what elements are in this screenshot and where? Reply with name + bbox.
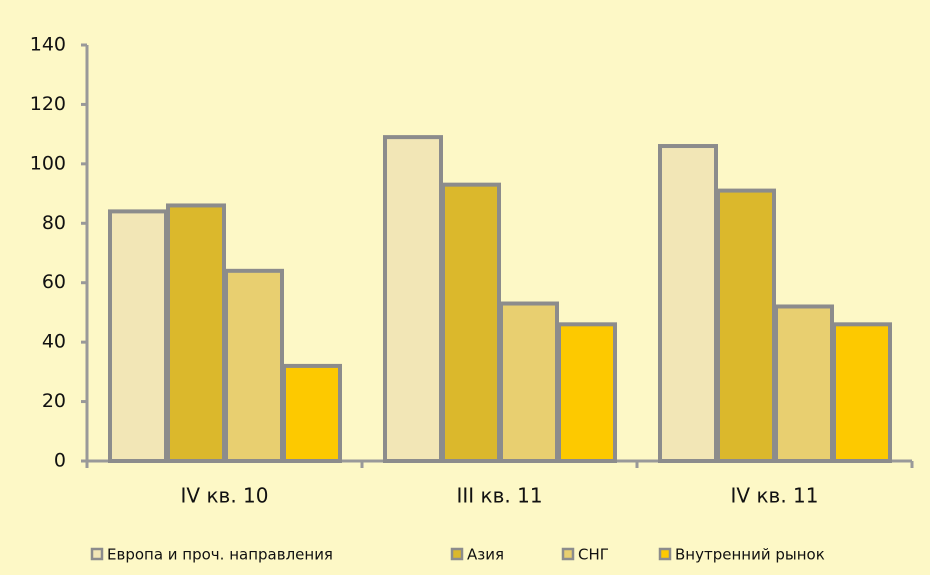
bar [774,304,834,463]
legend-swatch [561,547,575,561]
legend-swatch [658,547,672,561]
legend-label: Азия [467,546,504,564]
y-tick-label: 0 [54,450,66,472]
legend-label: Европа и проч. направления [107,546,333,564]
legend-label: СНГ [578,546,609,564]
bar [557,322,617,464]
bar [499,301,559,463]
bar [441,182,501,464]
x-tick-label: IV кв. 10 [181,484,269,508]
bar [108,209,168,463]
y-tick-label: 120 [30,93,66,115]
bar [383,135,443,463]
legend-swatch [90,547,104,561]
y-tick-label: 140 [30,34,66,56]
legend-swatch [450,547,464,561]
y-tick-label: 80 [42,212,66,234]
x-tick-label: III кв. 11 [456,484,542,508]
legend-label: Внутренний рынок [675,546,825,564]
y-tick-label: 20 [42,390,66,412]
y-tick-label: 40 [42,331,66,353]
x-tick-label: IV кв. 11 [731,484,819,508]
bar [658,144,718,463]
bar [224,268,284,464]
bar [716,188,776,463]
bar [166,203,226,463]
bar [282,363,342,463]
bar [832,322,892,464]
y-tick-label: 60 [42,271,66,293]
y-tick-label: 100 [30,152,66,174]
